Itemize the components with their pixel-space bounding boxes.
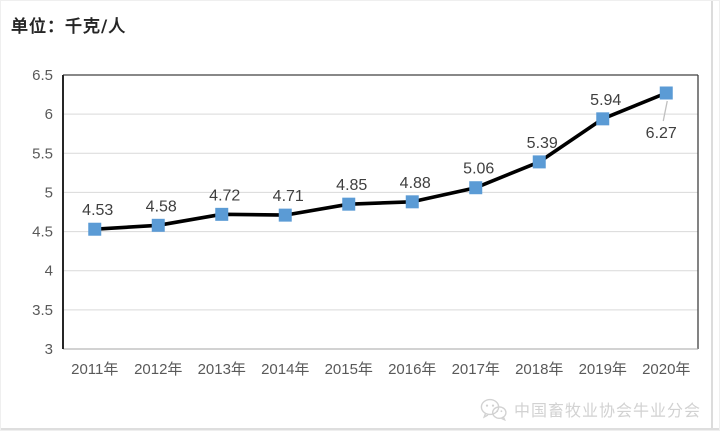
data-point-marker [215,207,229,221]
y-tick-label: 6 [45,106,53,123]
series-line [93,91,669,231]
data-label: 4.72 [209,187,240,204]
x-tick-label: 2019年 [579,361,627,378]
data-point-marker [342,197,356,211]
data-point-marker [469,181,483,195]
data-point-marker [659,86,673,100]
x-tick-label: 2017年 [452,361,500,378]
y-tick-label: 4.5 [32,224,53,241]
data-point-marker [596,112,610,126]
data-label: 5.06 [463,161,494,178]
y-tick-label: 6.5 [32,67,53,84]
data-point-marker [88,222,102,236]
bottom-divider [1,428,719,430]
y-tick-label: 3.5 [32,302,53,319]
x-tick-label: 2014年 [261,361,309,378]
data-label: 5.94 [590,92,621,109]
y-tick-label: 3 [45,341,53,358]
x-tick-label: 2013年 [198,361,246,378]
data-label-leader [662,100,668,122]
data-label: 4.58 [146,198,177,215]
y-tick-label: 4 [45,263,53,280]
data-point-marker [278,208,292,222]
watermark: 中国畜牧业协会牛业分会 [480,397,701,421]
wechat-icon [480,398,507,421]
data-label: 6.27 [646,125,677,142]
scrollbar-track[interactable] [711,1,713,430]
unit-label: 单位：千克/人 [11,17,127,37]
y-tick-label: 5.5 [32,145,53,162]
x-tick-label: 2012年 [134,361,182,378]
y-tick-label: 5 [45,184,53,201]
x-tick-label: 2015年 [325,361,373,378]
data-label: 4.88 [400,175,431,192]
x-tick-label: 2018年 [515,361,563,378]
data-point-marker [532,155,546,169]
watermark-text: 中国畜牧业协会牛业分会 [513,403,701,420]
data-label: 4.71 [273,188,304,205]
x-tick-label: 2016年 [388,361,436,378]
x-tick-label: 2020年 [642,361,690,378]
data-point-marker [405,195,419,209]
x-tick-label: 2011年 [71,361,118,378]
data-label: 4.85 [336,177,367,194]
data-point-marker [151,218,165,232]
data-label: 5.39 [527,135,558,152]
data-label: 4.53 [82,202,113,219]
